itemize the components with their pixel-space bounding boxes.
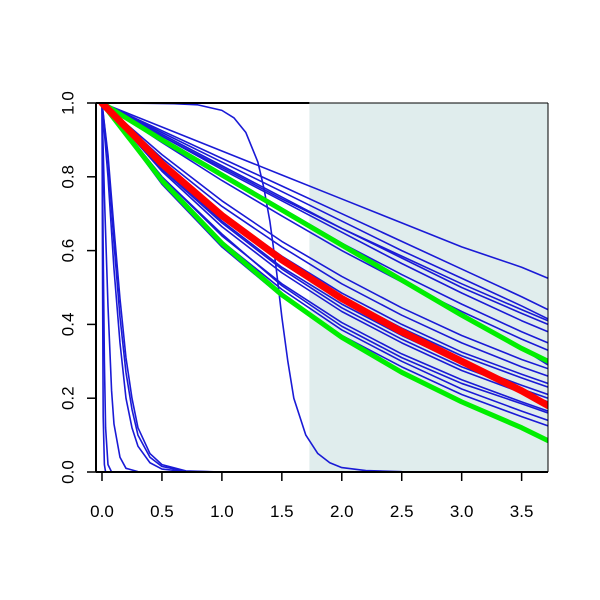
series-line-8-blue bbox=[101, 103, 548, 352]
series-line-10-blue bbox=[101, 103, 548, 370]
axes-layer bbox=[95, 102, 549, 473]
series-line-27-blue bbox=[101, 103, 548, 472]
y-tick-label-1: 0.2 bbox=[58, 386, 77, 410]
x-tick-label-6: 3.0 bbox=[450, 502, 474, 521]
series-line-7-blue bbox=[101, 103, 548, 320]
y-tick-label-2: 0.4 bbox=[58, 313, 77, 337]
x-tick-label-1: 0.5 bbox=[150, 502, 174, 521]
x-tick-label-4: 2.0 bbox=[330, 502, 354, 521]
series-layer bbox=[98, 103, 548, 472]
series-line-2-blue bbox=[101, 103, 548, 311]
y-tick-label-5: 1.0 bbox=[58, 91, 77, 115]
series-line-21-blue bbox=[101, 103, 548, 472]
series-line-3-blue bbox=[101, 103, 548, 280]
x-tick-label-2: 1.0 bbox=[210, 502, 234, 521]
series-line-30-red bbox=[98, 103, 548, 410]
series-line-19-blue bbox=[101, 103, 548, 414]
x-tick-label-0: 0.0 bbox=[90, 502, 114, 521]
series-line-29-green bbox=[99, 103, 548, 444]
series-line-15-blue bbox=[101, 103, 548, 403]
series-line-11-blue bbox=[101, 103, 548, 377]
y-tick-label-4: 0.8 bbox=[58, 165, 77, 189]
x-tick-label-5: 2.5 bbox=[390, 502, 414, 521]
series-line-28-green bbox=[99, 103, 548, 364]
y-tick-label-3: 0.6 bbox=[58, 239, 77, 263]
ticks-layer: 0.0 0.5 1.0 1.5 2.0 2.5 3.0 3.5 0.0 0.2 0.4 0.6 0.8 1… bbox=[58, 91, 533, 521]
series-line-9-blue bbox=[101, 103, 548, 322]
x-tick-label-3: 1.5 bbox=[270, 502, 294, 521]
y-tick-label-0: 0.0 bbox=[58, 460, 77, 484]
x-tick-label-7: 3.5 bbox=[510, 502, 534, 521]
